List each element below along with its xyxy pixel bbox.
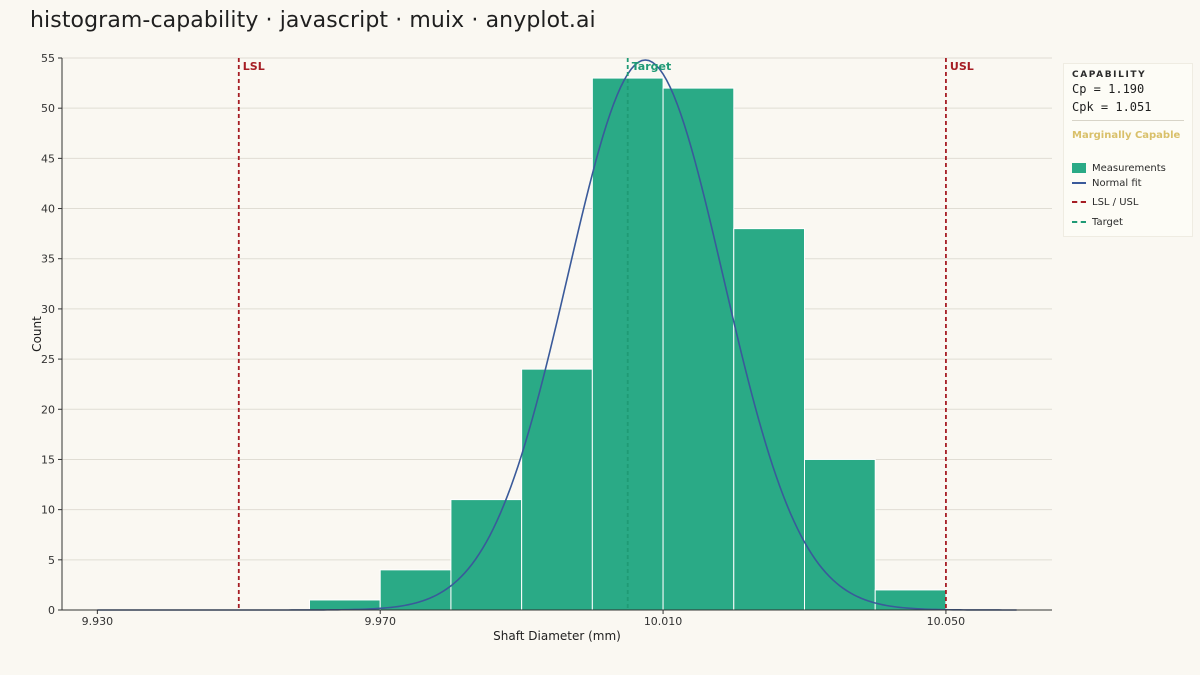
x-tick-label: 9.970	[364, 615, 396, 628]
legend-label: Target	[1092, 216, 1123, 228]
cpk-value: Cpk = 1.051	[1072, 100, 1152, 114]
y-axis-title: Count	[30, 316, 44, 352]
y-tick-label: 45	[41, 152, 55, 165]
target-label: Target	[632, 60, 672, 73]
histogram-bar	[874, 589, 947, 611]
lsl-label: LSL	[243, 60, 265, 73]
y-tick-label: 0	[48, 604, 55, 617]
histogram-bar	[379, 569, 452, 611]
histogram-bar	[662, 87, 735, 611]
legend-label: Measurements	[1092, 162, 1166, 174]
y-tick-label: 5	[48, 554, 55, 567]
axes-layer: 0 5 10 15 20 25 30 35 40 45 50 55 9.930 9.970 10.010 10…	[30, 52, 1052, 643]
y-tick-label: 25	[41, 353, 55, 366]
capability-divider	[1072, 120, 1184, 121]
y-tick-label: 55	[41, 52, 55, 65]
y-tick-label: 15	[41, 453, 55, 466]
x-axis-title: Shaft Diameter (mm)	[493, 629, 621, 643]
legend-label: LSL / USL	[1092, 196, 1139, 208]
legend-item-limits: LSL / USL	[1072, 195, 1138, 209]
limits-layer: LSL USL Target	[237, 58, 974, 610]
legend-item-normal-fit: Normal fit	[1072, 176, 1142, 190]
bar-swatch-icon	[1072, 163, 1086, 173]
histogram-bar	[450, 499, 523, 611]
histogram-bar	[804, 458, 876, 611]
y-tick-label: 40	[41, 203, 55, 216]
x-tick-label: 9.930	[82, 615, 114, 628]
legend-item-measurements: Measurements	[1072, 161, 1166, 175]
dashed-green-swatch-icon	[1072, 217, 1086, 227]
page-title: histogram-capability · javascript · muix…	[30, 8, 596, 33]
histogram-bar	[733, 228, 805, 611]
histogram-bar	[521, 368, 593, 611]
y-tick-label: 20	[41, 403, 55, 416]
capability-heading: CAPABILITY	[1072, 70, 1147, 80]
legend-item-target: Target	[1072, 215, 1123, 229]
y-tick-label: 10	[41, 504, 55, 517]
x-tick-label: 10.010	[644, 615, 683, 628]
y-tick-label: 50	[41, 102, 55, 115]
capability-panel: CAPABILITY Cp = 1.190 Cpk = 1.051 Margin…	[1063, 63, 1193, 237]
dashed-red-swatch-icon	[1072, 197, 1086, 207]
capability-status: Marginally Capable	[1072, 130, 1181, 141]
usl-label: USL	[950, 60, 974, 73]
legend-label: Normal fit	[1092, 177, 1142, 189]
x-tick-label: 10.050	[927, 615, 966, 628]
cp-value: Cp = 1.190	[1072, 82, 1145, 96]
line-swatch-icon	[1072, 178, 1086, 188]
y-tick-label: 35	[41, 253, 55, 266]
y-tick-label: 30	[41, 303, 55, 316]
